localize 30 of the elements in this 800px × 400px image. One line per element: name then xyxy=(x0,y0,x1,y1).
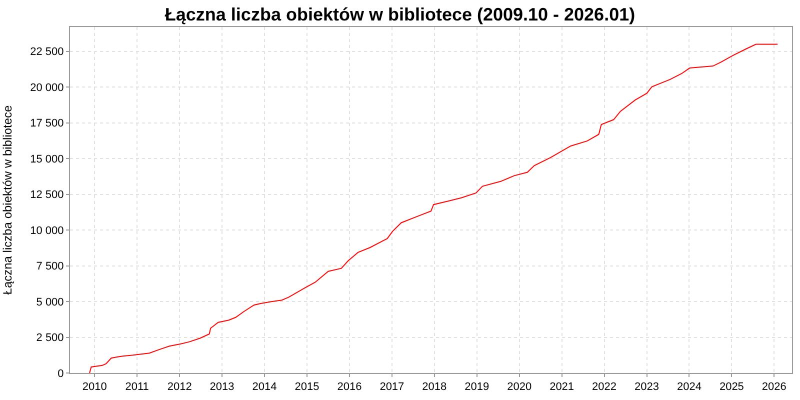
y-axis-title: Łączna liczba obiektów w bibliotece xyxy=(0,104,14,295)
y-tick-label: 10 000 xyxy=(30,224,64,237)
x-tick-label: 2024 xyxy=(676,381,702,394)
y-tick-label: 0 xyxy=(58,368,64,380)
x-tick-label: 2021 xyxy=(550,381,574,394)
y-tick-label: 15 000 xyxy=(30,153,64,166)
y-tick-label: 20 000 xyxy=(30,82,64,94)
x-tick-label: 2020 xyxy=(507,381,532,394)
x-tick-label: 2011 xyxy=(125,381,149,394)
x-tick-label: 2017 xyxy=(380,381,404,394)
x-tick-label: 2025 xyxy=(719,381,744,394)
y-tick-label: 7 500 xyxy=(36,260,64,273)
line-series xyxy=(89,44,778,373)
x-tick-label: 2010 xyxy=(82,381,107,394)
y-tick-label: 22 500 xyxy=(30,46,64,58)
y-tick-label: 17 500 xyxy=(30,118,64,130)
y-tick-label: 12 500 xyxy=(30,189,64,202)
x-tick-label: 2012 xyxy=(167,381,192,394)
x-tick-label: 2016 xyxy=(337,381,362,394)
x-tick-label: 2014 xyxy=(252,381,277,394)
y-tick-label: 2 500 xyxy=(36,332,64,344)
chart-title: Łączna liczba obiektów w bibliotece (2009.10 - 2026.01) xyxy=(164,4,636,24)
x-tick-label: 2015 xyxy=(294,381,320,394)
x-tick-label: 2023 xyxy=(634,381,659,394)
x-tick-label: 2013 xyxy=(210,381,234,394)
x-tick-label: 2018 xyxy=(422,381,447,394)
y-tick-label: 5 000 xyxy=(36,296,64,308)
x-tick-label: 2019 xyxy=(464,381,490,394)
x-tick-label: 2022 xyxy=(592,381,617,394)
x-tick-label: 2026 xyxy=(762,381,786,394)
